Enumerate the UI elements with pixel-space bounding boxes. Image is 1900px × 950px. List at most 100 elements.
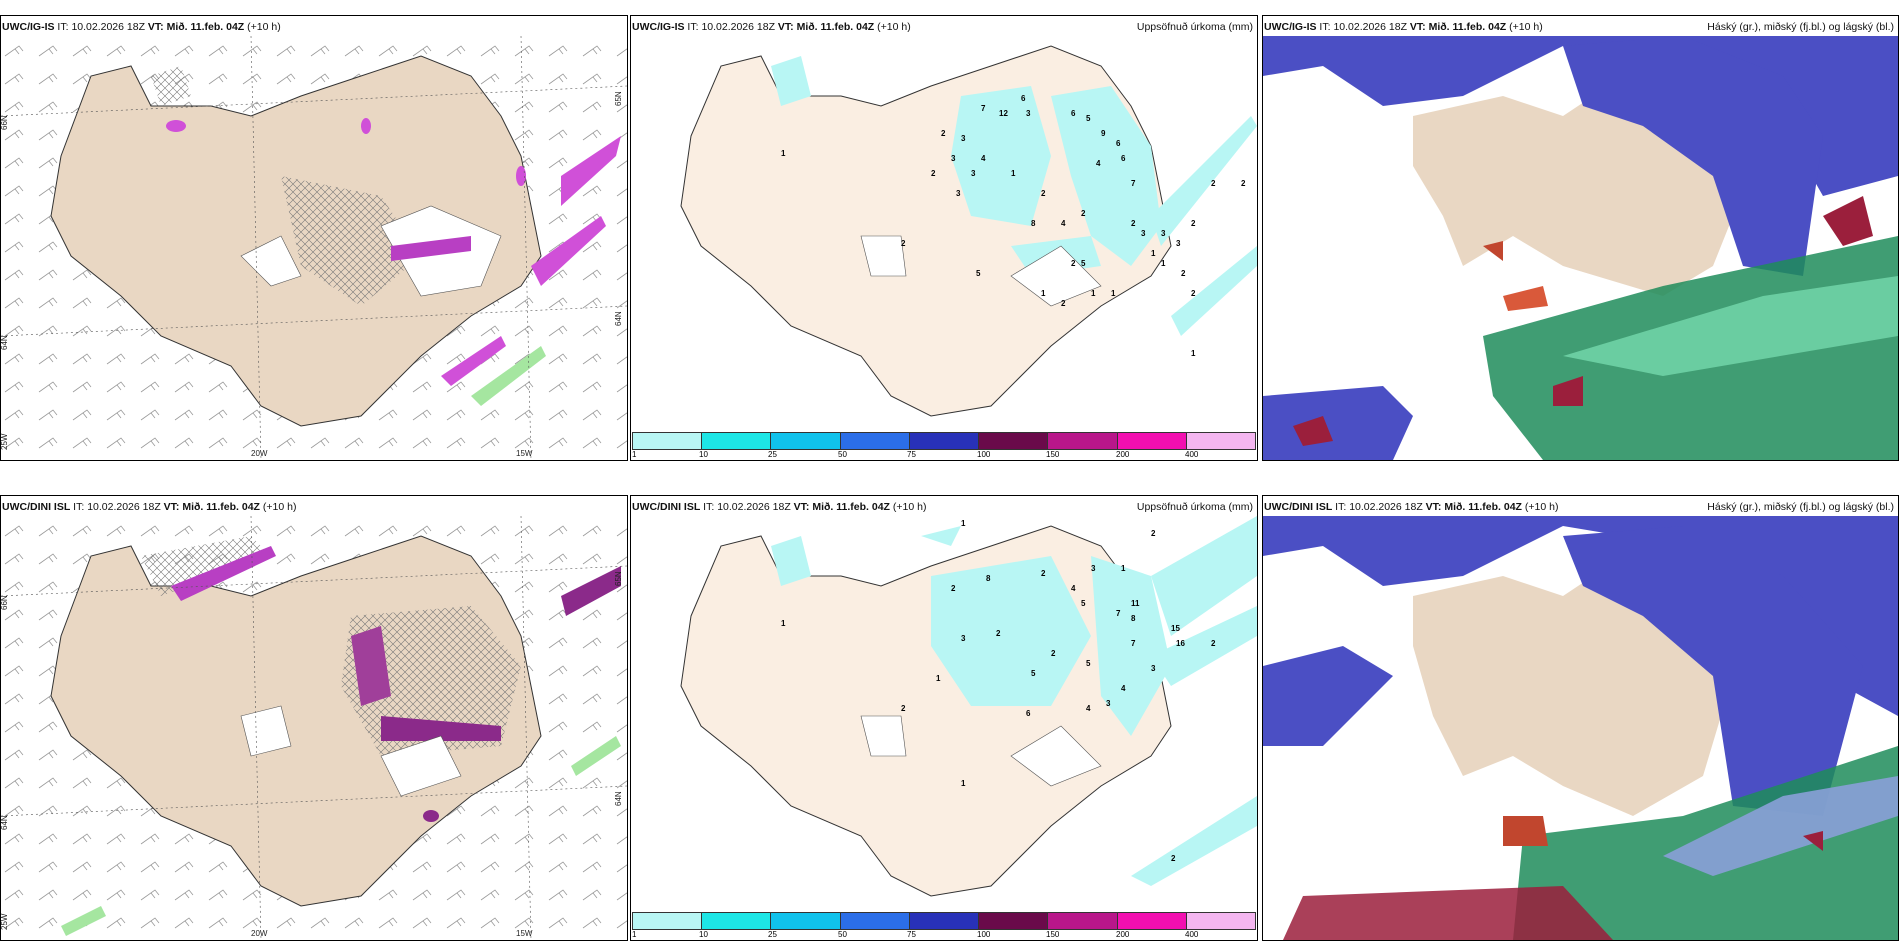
precip-label: 5 bbox=[976, 269, 981, 278]
precip-label: 6 bbox=[1021, 94, 1026, 103]
lon-label: 25W bbox=[1, 913, 9, 930]
precip-label: 1 bbox=[1111, 289, 1116, 298]
colorbar-swatch bbox=[979, 433, 1049, 449]
colorbar-swatch bbox=[1186, 913, 1255, 929]
colorbar-tick: 75 bbox=[907, 450, 916, 459]
panel-clouds-bottom: UWC/DINI ISL IT: 10.02.2026 18Z VT: Mið.… bbox=[1262, 495, 1899, 941]
colorbar-tick: 1 bbox=[632, 450, 637, 459]
precip-label: 4 bbox=[1086, 704, 1091, 713]
colorbar-swatch bbox=[702, 433, 772, 449]
lat-label: 65N bbox=[614, 571, 623, 586]
panel-header: UWC/DINI ISL IT: 10.02.2026 18Z VT: Mið.… bbox=[632, 501, 1253, 513]
precip-map: 6 7 12 3 2 3 6 9 5 6 1 3 4 3 2 3 2 1 2 4 bbox=[631, 36, 1257, 426]
precip-label: 3 bbox=[961, 634, 966, 643]
precip-label: 3 bbox=[961, 134, 966, 143]
precip-label: 5 bbox=[1081, 259, 1086, 268]
precip-label: 1 bbox=[1011, 169, 1016, 178]
precip-label: 3 bbox=[971, 169, 976, 178]
precip-label: 2 bbox=[1051, 649, 1056, 658]
colorbar-tick: 1 bbox=[632, 930, 637, 939]
panel-subtitle: Uppsöfnuð úrkoma (mm) bbox=[1136, 21, 1253, 33]
lat-label: 66N bbox=[1, 115, 9, 130]
precip-label: 5 bbox=[1081, 599, 1086, 608]
precip-label: 5 bbox=[1086, 114, 1091, 123]
precip-label: 8 bbox=[1131, 614, 1136, 623]
precip-label: 16 bbox=[1176, 639, 1185, 648]
precip-label: 1 bbox=[1091, 289, 1096, 298]
wind-map: 66N 64N 65N 64N 20W 15W 25W bbox=[1, 516, 627, 940]
panel-precip-top: UWC/IG-IS IT: 10.02.2026 18Z VT: Mið. 11… bbox=[630, 15, 1258, 461]
precip-label: 3 bbox=[1026, 109, 1031, 118]
precip-label: 1 bbox=[1151, 249, 1156, 258]
precip-label: 2 bbox=[1071, 259, 1076, 268]
colorbar-tick: 75 bbox=[907, 930, 916, 939]
panel-header: UWC/IG-IS IT: 10.02.2026 18Z VT: Mið. 11… bbox=[632, 21, 1253, 33]
colorbar-swatch bbox=[771, 913, 841, 929]
panel-header: UWC/IG-IS IT: 10.02.2026 18Z VT: Mið. 11… bbox=[2, 21, 281, 33]
precip-label: 5 bbox=[1086, 659, 1091, 668]
precip-label: 3 bbox=[951, 154, 956, 163]
precip-label: 2 bbox=[951, 584, 956, 593]
precip-label: 4 bbox=[981, 154, 986, 163]
precip-label: 6 bbox=[1026, 709, 1031, 718]
panel-header: UWC/DINI ISL IT: 10.02.2026 18Z VT: Mið.… bbox=[1264, 501, 1894, 513]
precip-label: 3 bbox=[1106, 699, 1111, 708]
colorbar-swatch bbox=[909, 433, 980, 449]
precip-label: 3 bbox=[1141, 229, 1146, 238]
lat-label: 64N bbox=[1, 335, 9, 350]
colorbar-tick: 100 bbox=[977, 450, 991, 459]
precip-label: 3 bbox=[1161, 229, 1166, 238]
precip-label: 1 bbox=[936, 674, 941, 683]
precip-label: 2 bbox=[1131, 219, 1136, 228]
colorbar-swatch bbox=[1117, 433, 1187, 449]
precip-label: 9 bbox=[1101, 129, 1106, 138]
precip-label: 2 bbox=[1041, 569, 1046, 578]
precip-label: 1 bbox=[1041, 289, 1046, 298]
precip-label: 2 bbox=[1191, 289, 1196, 298]
colorbar-tick: 400 bbox=[1185, 930, 1199, 939]
precip-label: 3 bbox=[1091, 564, 1096, 573]
lon-label: 15W bbox=[516, 929, 533, 938]
precip-labels: 6 7 12 3 2 3 6 9 5 6 1 3 4 3 2 3 2 1 2 4 bbox=[781, 94, 1246, 358]
colorbar-swatch bbox=[1048, 433, 1118, 449]
precip-label: 11 bbox=[1131, 599, 1140, 608]
precip-label: 8 bbox=[1031, 219, 1036, 228]
lat-label: 64N bbox=[1, 815, 9, 830]
precip-label: 4 bbox=[1121, 684, 1126, 693]
precip-label: 2 bbox=[931, 169, 936, 178]
precip-label: 12 bbox=[999, 109, 1008, 118]
precip-label: 4 bbox=[1096, 159, 1101, 168]
colorbar-labels: 1 10 25 50 75 100 150 200 400 bbox=[632, 930, 1256, 940]
precip-label: 1 bbox=[1161, 259, 1166, 268]
precip-label: 1 bbox=[961, 779, 966, 788]
colorbar-tick: 50 bbox=[838, 450, 847, 459]
lat-label: 65N bbox=[614, 91, 623, 106]
precip-label: 5 bbox=[1031, 669, 1036, 678]
colorbar-swatch bbox=[633, 913, 703, 929]
colorbar-tick: 150 bbox=[1046, 930, 1060, 939]
lat-label: 64N bbox=[614, 311, 623, 326]
colorbar-tick: 400 bbox=[1185, 450, 1199, 459]
precip-label: 2 bbox=[941, 129, 946, 138]
cloud-map bbox=[1263, 36, 1898, 460]
precip-label: 6 bbox=[1071, 109, 1076, 118]
precip-label: 8 bbox=[986, 574, 991, 583]
cloud-map bbox=[1263, 516, 1898, 940]
precip-label: 3 bbox=[1176, 239, 1181, 248]
precip-label: 4 bbox=[1071, 584, 1076, 593]
precip-label: 1 bbox=[781, 619, 786, 628]
colorbar-swatch bbox=[633, 433, 703, 449]
colorbar-tick: 50 bbox=[838, 930, 847, 939]
precip-label: 2 bbox=[1211, 179, 1216, 188]
precip-label: 1 bbox=[781, 149, 786, 158]
precip-label: 2 bbox=[1081, 209, 1086, 218]
precip-label: 3 bbox=[1151, 664, 1156, 673]
precip-label: 1 bbox=[1191, 349, 1196, 358]
precip-label: 2 bbox=[1061, 299, 1066, 308]
precip-label: 2 bbox=[1151, 529, 1156, 538]
panel-wind-bottom: UWC/DINI ISL IT: 10.02.2026 18Z VT: Mið.… bbox=[0, 495, 628, 941]
precip-label: 6 bbox=[1116, 139, 1121, 148]
colorbar-swatch bbox=[840, 913, 910, 929]
panel-subtitle: Uppsöfnuð úrkoma (mm) bbox=[1136, 501, 1253, 513]
panel-header: UWC/DINI ISL IT: 10.02.2026 18Z VT: Mið.… bbox=[2, 501, 297, 513]
